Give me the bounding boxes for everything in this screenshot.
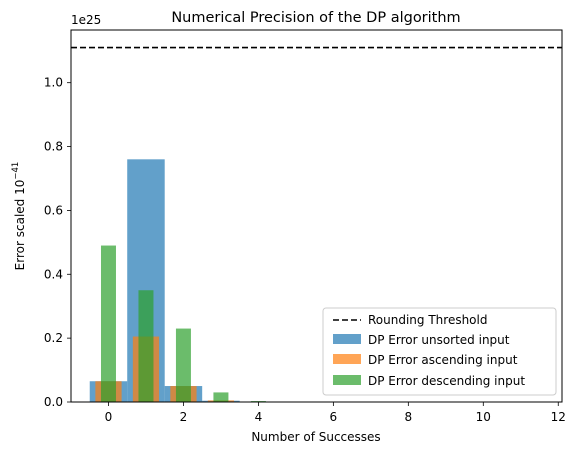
legend-unsorted-swatch xyxy=(333,334,361,344)
chart-title: Numerical Precision of the DP algorithm xyxy=(171,10,460,26)
bar-series-2-x-0 xyxy=(100,245,116,402)
bar-series-2-x-3 xyxy=(213,392,229,402)
legend-threshold-label: Rounding Threshold xyxy=(368,313,487,327)
legend-box xyxy=(322,307,557,396)
x-tick-label-8: 8 xyxy=(405,410,413,424)
legend-unsorted-label: DP Error unsorted input xyxy=(368,333,510,347)
y-tick-label-0.8: 0.8 xyxy=(44,140,63,154)
x-axis-title: Number of Successes xyxy=(251,430,380,444)
y-tick-label-0.6: 0.6 xyxy=(44,203,63,217)
y-offset-label: 1e25 xyxy=(71,13,101,27)
axes-frame xyxy=(70,29,563,403)
y-axis-title-base: Error scaled 10 xyxy=(13,180,27,271)
x-tick-label-4: 4 xyxy=(255,410,263,424)
y-tick-label-0.4: 0.4 xyxy=(44,267,63,281)
legend-ascending-label: DP Error ascending input xyxy=(368,353,518,367)
x-axis-ticks: 0 2 4 6 8 10 12 xyxy=(105,402,566,424)
legend-descending-swatch xyxy=(333,375,361,385)
x-tick-label-0: 0 xyxy=(105,410,113,424)
legend: Rounding Threshold DP Error unsorted inp… xyxy=(322,307,557,396)
y-axis-title-exponent: −41 xyxy=(11,162,21,180)
x-tick-label-6: 6 xyxy=(330,410,338,424)
x-tick-label-10: 10 xyxy=(476,410,491,424)
y-axis-title: Error scaled 10−41 xyxy=(11,162,27,271)
y-axis-ticks: 0.0 0.2 0.4 0.6 0.8 1.0 xyxy=(44,76,71,409)
x-tick-label-12: 12 xyxy=(551,410,566,424)
bar-series-2-x-1 xyxy=(138,290,154,402)
legend-ascending-swatch xyxy=(333,354,361,364)
y-tick-label-0.2: 0.2 xyxy=(44,331,63,345)
y-tick-label-0.0: 0.0 xyxy=(44,395,63,409)
bar-series-2-x-2 xyxy=(175,328,191,402)
y-tick-label-1.0: 1.0 xyxy=(44,76,63,90)
legend-descending-label: DP Error descending input xyxy=(368,374,525,388)
x-tick-label-2: 2 xyxy=(180,410,188,424)
bars-layer xyxy=(89,159,315,403)
